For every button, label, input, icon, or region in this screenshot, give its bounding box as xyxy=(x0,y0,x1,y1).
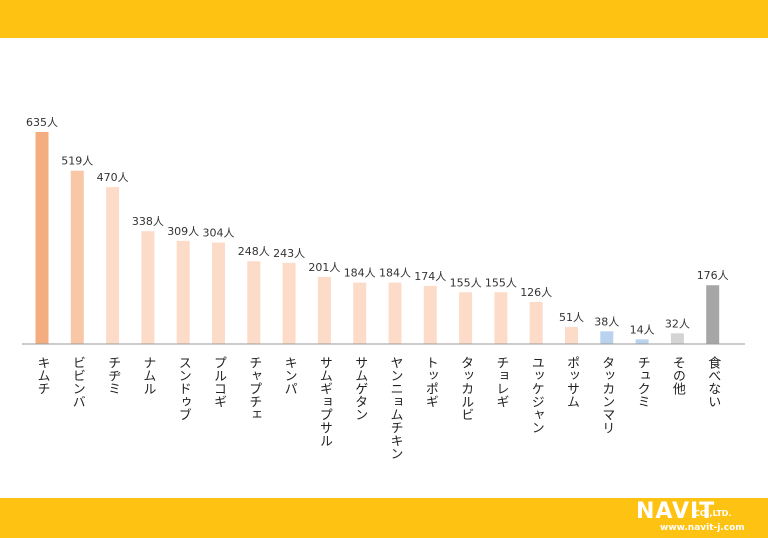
bar-12 xyxy=(459,292,473,344)
bar-2 xyxy=(106,187,120,344)
category-label-1: ビビンバ xyxy=(70,356,86,408)
category-label-7: キンパ xyxy=(282,356,298,395)
value-label-19: 176人 xyxy=(697,269,729,282)
value-label-14: 126人 xyxy=(520,286,552,299)
bar-11 xyxy=(423,285,437,344)
logo-suffix: CO.,LTD. xyxy=(694,509,732,518)
category-label-8: サムギョプサル xyxy=(317,356,332,447)
category-label-12: タッカルビ xyxy=(458,356,473,421)
category-label-11: トッポギ xyxy=(423,356,438,408)
logo-wordmark: NAVIT xyxy=(636,499,716,524)
value-label-18: 32人 xyxy=(665,317,690,330)
bar-1 xyxy=(70,170,84,344)
category-label-0: キムチ xyxy=(35,356,50,395)
logo-url: www.navit-j.com xyxy=(660,523,745,533)
bar-13 xyxy=(494,292,508,344)
bar-4 xyxy=(176,240,190,344)
category-label-5: プルコギ xyxy=(211,356,226,408)
category-label-6: チャプチェ xyxy=(246,356,261,421)
value-label-0: 635人 xyxy=(26,116,58,129)
bottom-banner xyxy=(0,498,768,538)
category-label-4: スンドゥブ xyxy=(176,356,191,421)
bar-10 xyxy=(388,282,402,344)
value-label-4: 309人 xyxy=(167,225,199,238)
bar-7 xyxy=(282,262,296,344)
bar-8 xyxy=(317,276,331,344)
bar-14 xyxy=(529,301,543,344)
bars-group xyxy=(35,132,720,344)
value-label-15: 51人 xyxy=(559,311,584,324)
value-label-6: 248人 xyxy=(238,245,270,258)
bar-6 xyxy=(247,261,261,344)
value-label-10: 184人 xyxy=(379,267,411,280)
value-label-12: 155人 xyxy=(450,276,482,289)
value-label-9: 184人 xyxy=(344,267,376,280)
bar-9 xyxy=(353,282,367,344)
value-label-16: 38人 xyxy=(594,315,619,328)
bar-0 xyxy=(35,132,49,344)
top-banner xyxy=(0,0,768,38)
category-label-13: チョレギ xyxy=(493,356,508,408)
value-label-1: 519人 xyxy=(61,155,93,168)
bar-18 xyxy=(670,333,684,344)
category-label-10: ヤンニョムチキン xyxy=(388,356,404,460)
category-label-19: 食べない xyxy=(705,355,721,408)
category-label-3: ナムル xyxy=(140,356,155,395)
value-label-5: 304人 xyxy=(203,227,235,240)
category-label-15: ポッサム xyxy=(564,356,579,408)
bar-15 xyxy=(565,326,578,344)
value-label-8: 201人 xyxy=(308,261,340,274)
category-label-2: チヂミ xyxy=(105,356,120,395)
category-label-14: ユッケジャン xyxy=(529,356,544,434)
value-label-2: 470人 xyxy=(97,171,129,184)
value-label-7: 243人 xyxy=(273,247,305,260)
category-label-16: タッカンマリ xyxy=(599,356,614,434)
company-logo: NAVIT CO.,LTD. www.navit-j.com xyxy=(636,500,762,536)
value-label-3: 338人 xyxy=(132,215,164,228)
category-label-17: チュクミ xyxy=(635,356,650,408)
value-label-13: 155人 xyxy=(485,276,517,289)
value-label-17: 14人 xyxy=(630,323,655,336)
category-label-18: その他 xyxy=(670,356,686,396)
bar-3 xyxy=(141,231,155,344)
bar-16 xyxy=(600,331,614,344)
bar-17 xyxy=(635,339,649,344)
category-labels-group: キムチ ビビンバ チヂミ ナムル スンドゥブ プルコギ チャプチェ キンパ サムギョプサル サムゲ… xyxy=(35,355,721,460)
category-label-9: サムゲタン xyxy=(352,356,368,421)
bar-5 xyxy=(212,242,225,344)
value-label-11: 174人 xyxy=(414,270,446,283)
bar-19 xyxy=(706,285,720,344)
